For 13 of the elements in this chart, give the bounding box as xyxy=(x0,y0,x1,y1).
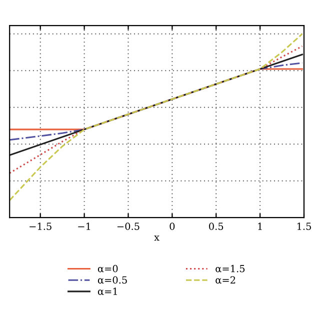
legend-label: α=1 xyxy=(98,288,117,295)
legend-label: α=0.5 xyxy=(98,276,127,284)
x-tick-label: 1 xyxy=(258,222,262,230)
legend-label: α=0 xyxy=(98,264,118,272)
legend-label: α=2 xyxy=(216,276,236,284)
x-tick-label: 0 xyxy=(170,222,175,230)
x-tick-label: −0.5 xyxy=(117,222,140,230)
x-axis-title: x xyxy=(154,236,160,241)
x-tick-label: −1 xyxy=(78,222,90,230)
legend-label: α=1.5 xyxy=(216,264,245,272)
x-tick-label: 0.5 xyxy=(209,222,224,230)
x-tick-label: −1.5 xyxy=(30,222,52,230)
x-tick-label: 1.5 xyxy=(297,222,311,230)
